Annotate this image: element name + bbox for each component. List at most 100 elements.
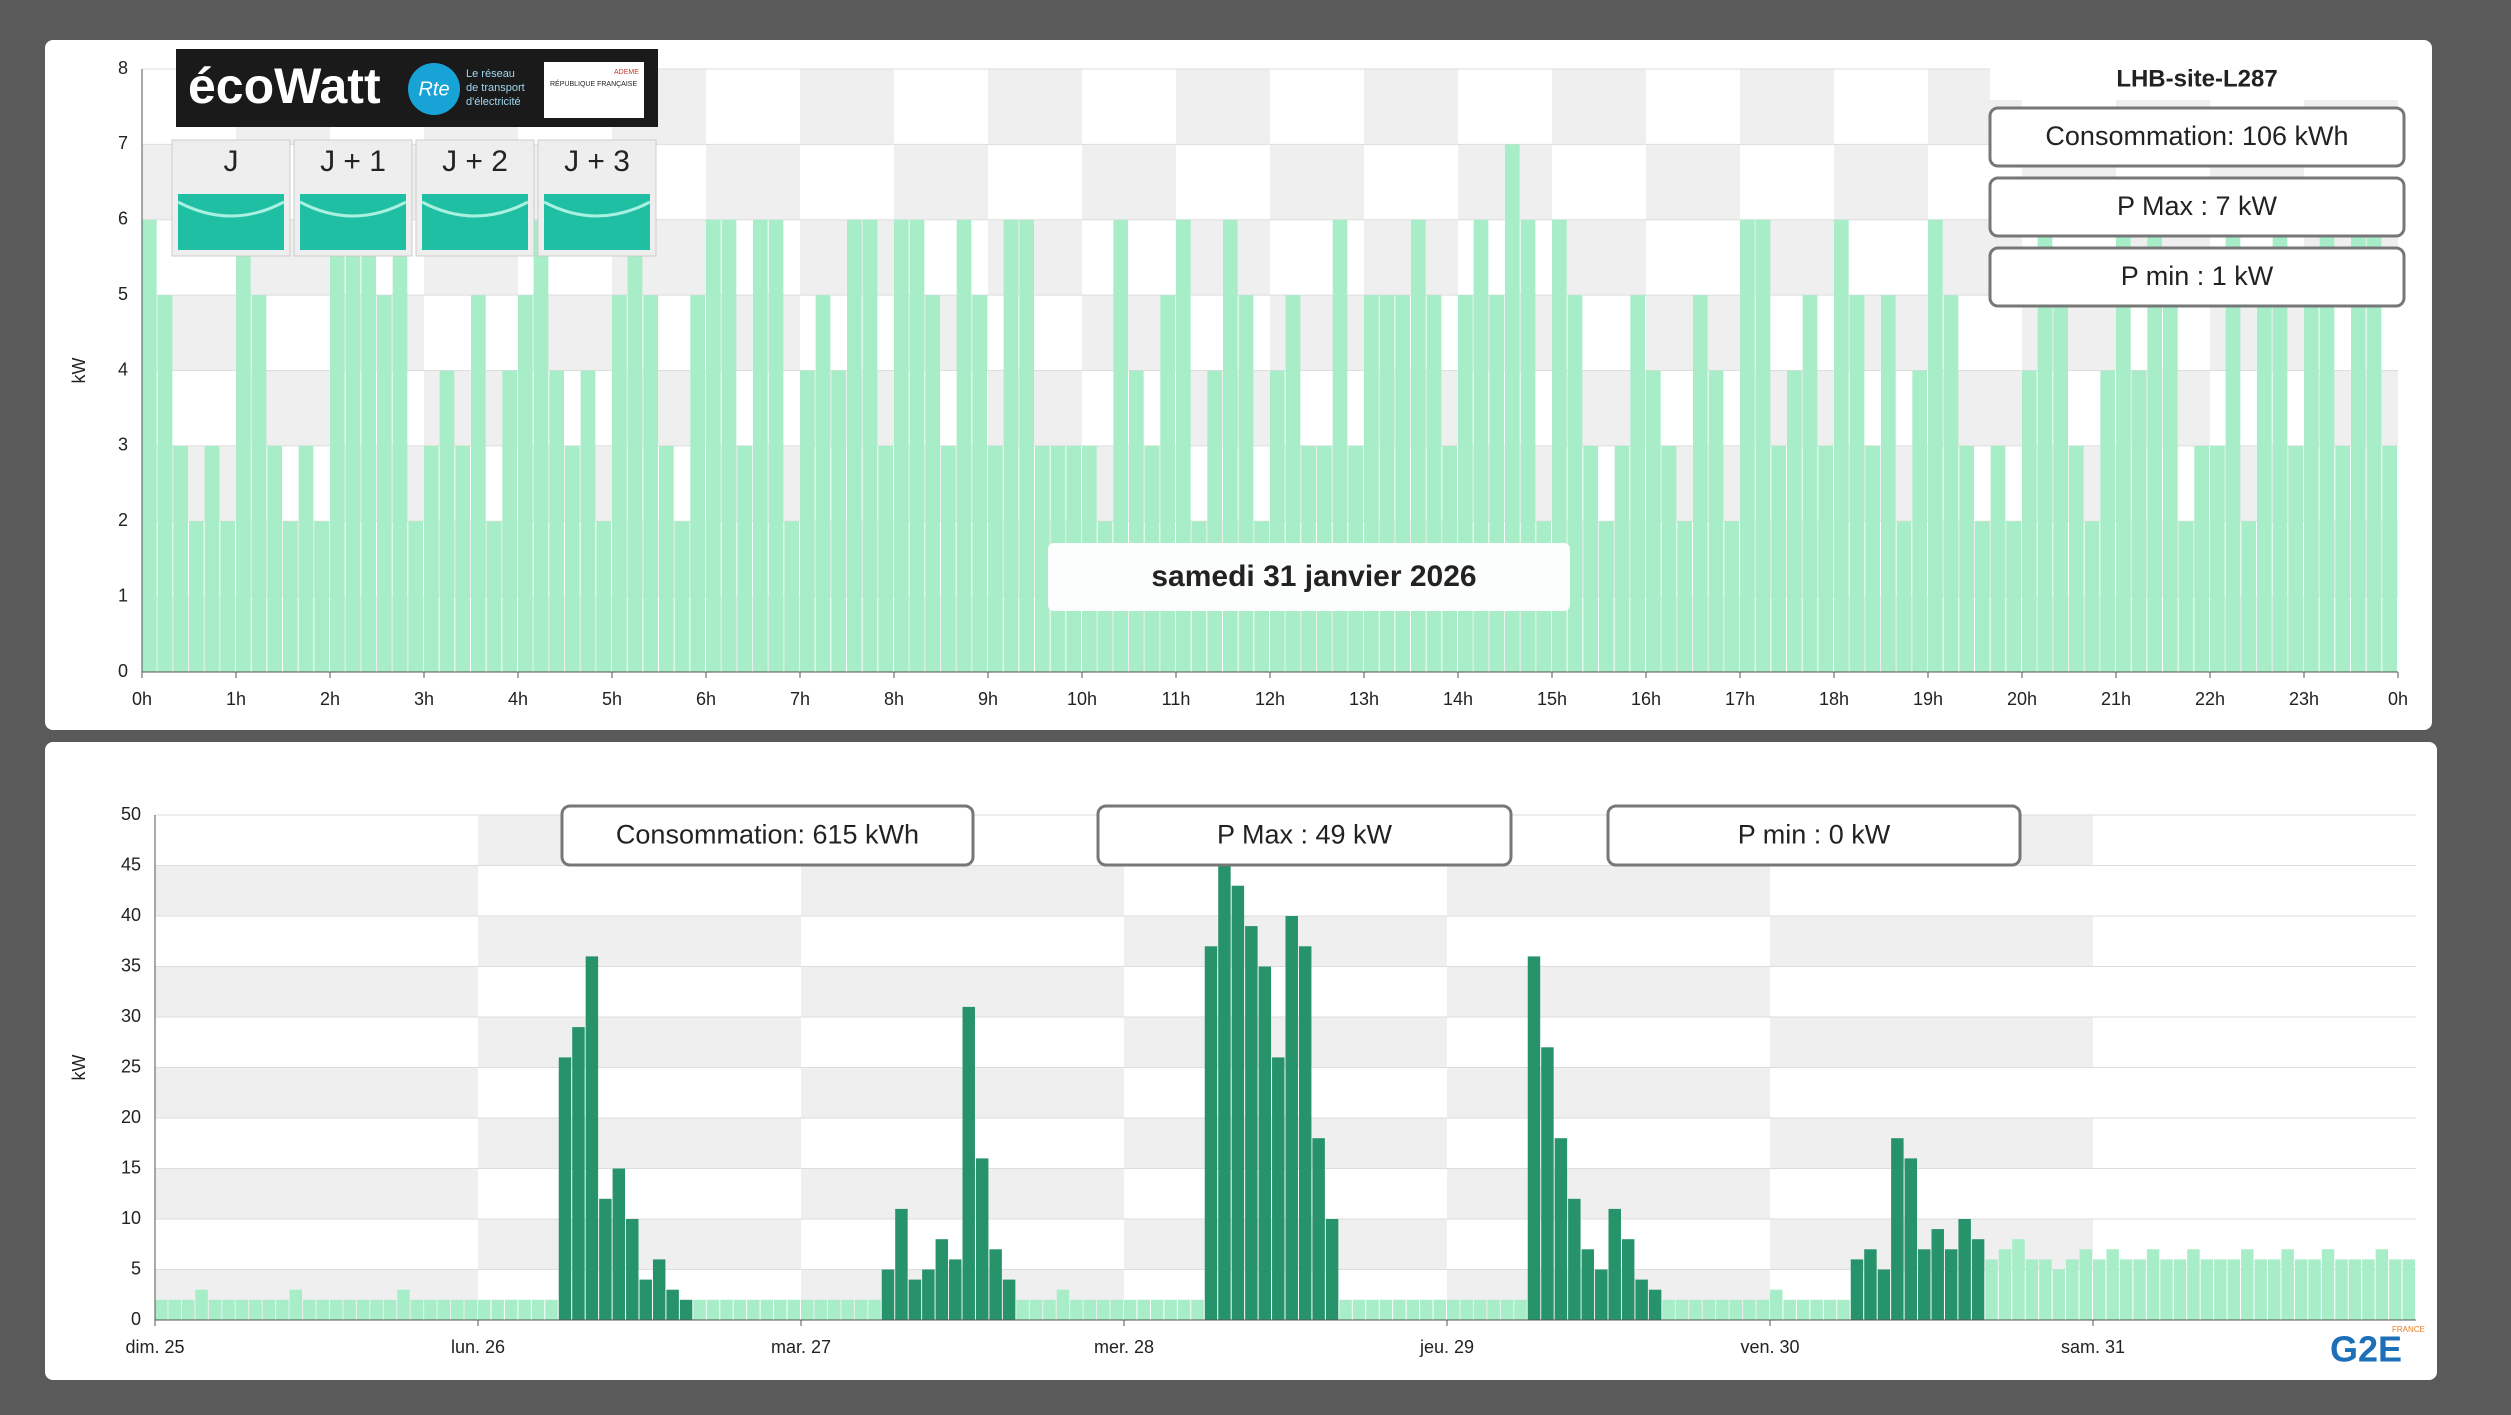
bar xyxy=(988,445,1003,672)
bar xyxy=(1272,1057,1285,1320)
bar xyxy=(1554,1138,1568,1320)
bar xyxy=(1756,1299,1769,1320)
bar xyxy=(2069,445,2084,672)
bar xyxy=(1029,1299,1043,1320)
bar xyxy=(2375,1249,2389,1320)
bar xyxy=(1056,1289,1070,1320)
bar xyxy=(2366,219,2382,672)
bar xyxy=(1325,1219,1339,1320)
day-wave xyxy=(177,200,285,218)
bar xyxy=(720,1299,733,1320)
bar xyxy=(2210,445,2225,672)
bar xyxy=(1500,1299,1514,1320)
y-tick-label: 5 xyxy=(118,284,128,304)
bar xyxy=(251,295,267,672)
x-tick-label: mar. 27 xyxy=(771,1337,831,1357)
bar xyxy=(531,1299,545,1320)
bar xyxy=(267,445,282,672)
bar xyxy=(1505,144,1520,672)
band xyxy=(800,69,894,145)
bar xyxy=(2079,1249,2092,1320)
x-tick-label: 10h xyxy=(1067,689,1097,709)
bar xyxy=(1648,1289,1662,1320)
y-axis-label: kW xyxy=(69,1055,89,1081)
rte-logo: Rte xyxy=(418,78,449,100)
x-tick-label: 9h xyxy=(978,689,998,709)
bar xyxy=(2163,295,2178,672)
bar xyxy=(975,1158,989,1320)
stat-box xyxy=(1606,804,2022,867)
band xyxy=(894,144,988,220)
bar xyxy=(666,1289,679,1320)
y-tick-label: 20 xyxy=(121,1107,141,1127)
bar xyxy=(2022,370,2037,672)
bar xyxy=(639,1279,652,1320)
bar xyxy=(1599,521,1614,672)
bar xyxy=(800,370,815,672)
bar xyxy=(2294,1259,2308,1320)
rte-text: Le réseau xyxy=(466,68,515,80)
band xyxy=(1364,69,1458,145)
bar xyxy=(881,1269,895,1320)
x-tick-label: dim. 25 xyxy=(125,1337,184,1357)
bar xyxy=(1975,521,1990,672)
bar xyxy=(652,1259,666,1320)
x-tick-label: 17h xyxy=(1725,689,1755,709)
bar xyxy=(626,1219,639,1320)
bar xyxy=(1743,1299,1756,1320)
bar xyxy=(1621,1239,1635,1320)
y-tick-label: 6 xyxy=(118,209,128,229)
x-tick-label: 3h xyxy=(414,689,434,709)
bar xyxy=(1881,295,1896,672)
y-tick-label: 0 xyxy=(118,661,128,681)
band xyxy=(155,865,478,916)
bar xyxy=(1366,1299,1379,1320)
bar xyxy=(181,1299,195,1320)
day-wave xyxy=(299,200,407,218)
bar xyxy=(195,1289,208,1320)
bar xyxy=(2319,219,2335,672)
bar xyxy=(2052,1269,2066,1320)
bar xyxy=(1110,1299,1123,1320)
bar xyxy=(316,1299,329,1320)
bar xyxy=(1016,1299,1029,1320)
stat-box xyxy=(1096,804,1513,867)
bar xyxy=(518,295,533,672)
bar xyxy=(1420,1299,1433,1320)
rte-text: d'électricité xyxy=(466,96,521,108)
bar xyxy=(2133,1259,2146,1320)
y-tick-label: 5 xyxy=(131,1258,141,1278)
bar xyxy=(168,1299,181,1320)
bar xyxy=(1740,219,1755,672)
bar xyxy=(173,445,188,672)
bar xyxy=(1231,885,1245,1320)
x-tick-label: 6h xyxy=(696,689,716,709)
bar xyxy=(1160,295,1175,672)
band xyxy=(1646,144,1740,220)
bar xyxy=(747,1299,760,1320)
bar xyxy=(142,219,157,672)
bar xyxy=(922,1269,935,1320)
bar xyxy=(895,1208,908,1320)
bar xyxy=(774,1299,787,1320)
bar xyxy=(659,445,674,672)
bar xyxy=(1352,1299,1366,1320)
day-label: J xyxy=(224,145,239,178)
bar xyxy=(1527,956,1541,1320)
bar xyxy=(1487,1299,1500,1320)
band xyxy=(1447,1067,1770,1118)
bar xyxy=(2288,445,2303,672)
bar xyxy=(157,295,173,672)
y-tick-label: 3 xyxy=(118,435,128,455)
bar xyxy=(235,1299,249,1320)
band xyxy=(1270,295,1364,371)
y-tick-label: 2 xyxy=(118,510,128,530)
bar xyxy=(2335,445,2350,672)
bar xyxy=(2100,370,2115,672)
bar xyxy=(356,1299,370,1320)
bar xyxy=(1849,295,1865,672)
bar xyxy=(580,370,596,672)
bar xyxy=(1928,219,1943,672)
bar xyxy=(1447,1299,1460,1320)
